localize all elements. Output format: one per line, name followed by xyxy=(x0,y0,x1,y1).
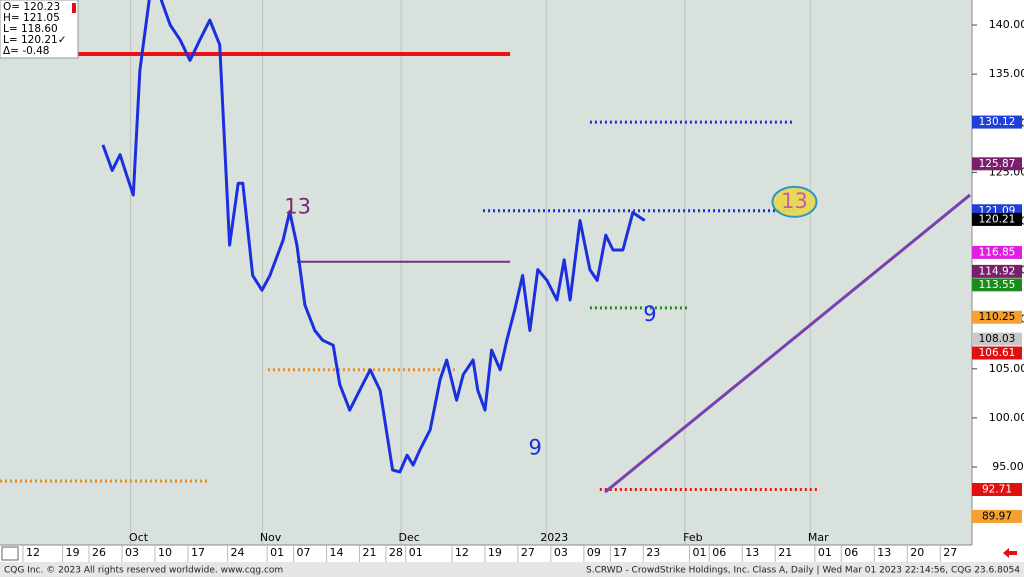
time-axis xyxy=(0,545,1024,562)
x-tick-label: 07 xyxy=(297,546,311,559)
x-tick-label: 17 xyxy=(613,546,627,559)
price-tag xyxy=(972,115,1022,129)
annotation: 9 xyxy=(643,302,656,326)
x-tick-label: 09 xyxy=(587,546,601,559)
x-tick-label: 01 xyxy=(409,546,423,559)
footer-right: S.CRWD - CrowdStrike Holdings, Inc. Clas… xyxy=(586,566,1020,576)
price-tag-label: 130.12 xyxy=(979,116,1016,128)
price-tag-label: 110.25 xyxy=(979,311,1016,323)
x-tick-label: 26 xyxy=(92,546,106,559)
price-tag xyxy=(972,157,1022,171)
price-line xyxy=(101,0,646,474)
month-label: Nov xyxy=(260,531,282,544)
highlight-ellipse xyxy=(771,185,818,218)
y-tick-label: 95.00 xyxy=(992,460,1024,473)
x-tick-label: 17 xyxy=(191,546,205,559)
price-tag xyxy=(972,346,1022,360)
header-line: O= 120.23 xyxy=(3,1,60,13)
price-tag xyxy=(972,332,1022,346)
footer-bar xyxy=(0,562,1024,577)
month-label: Oct xyxy=(129,531,149,544)
x-tick-label: 28 xyxy=(389,546,403,559)
annotation: 9 xyxy=(528,435,541,459)
price-tag-label: 125.87 xyxy=(979,158,1016,170)
x-tick-label: 01 xyxy=(692,546,706,559)
price-tag-label: 106.61 xyxy=(979,347,1016,359)
x-tick-label: 03 xyxy=(125,546,139,559)
price-tag xyxy=(972,310,1022,324)
price-tag xyxy=(972,509,1022,523)
price-tag-label: 120.21 xyxy=(979,213,1016,225)
price-tag xyxy=(972,483,1022,497)
x-tick-label: 13 xyxy=(745,546,759,559)
x-tick-label: 01 xyxy=(270,546,284,559)
trendline xyxy=(604,193,971,494)
header-marker xyxy=(72,3,76,13)
price-tag-label: 113.55 xyxy=(979,279,1016,291)
x-tick-label: 06 xyxy=(712,546,726,559)
x-tick-label: 19 xyxy=(488,546,502,559)
x-tick-label: 01 xyxy=(818,546,832,559)
header-line: L= 118.60 xyxy=(3,23,58,35)
month-label: 2023 xyxy=(540,531,568,544)
month-label: Feb xyxy=(683,531,702,544)
x-tick-label: 23 xyxy=(646,546,660,559)
x-tick-label: 12 xyxy=(455,546,469,559)
price-tag xyxy=(972,278,1022,292)
plot-area xyxy=(0,0,972,545)
price-tag-label: 108.03 xyxy=(979,333,1016,345)
y-tick-label: 135.00 xyxy=(989,67,1024,80)
x-tick-label: 06 xyxy=(844,546,858,559)
price-tag xyxy=(972,264,1022,278)
x-tick-label: 12 xyxy=(26,546,40,559)
scroll-arrow[interactable] xyxy=(1003,548,1017,558)
x-tick-label: 13 xyxy=(877,546,891,559)
header-line: L= 120.21✓ xyxy=(3,34,67,46)
x-tick-label: 27 xyxy=(521,546,535,559)
header-line: H= 121.05 xyxy=(3,12,60,24)
y-tick-label: 140.00 xyxy=(989,18,1024,31)
price-tag xyxy=(972,245,1022,259)
x-tick-label: 03 xyxy=(554,546,568,559)
x-tick-label: 27 xyxy=(943,546,957,559)
x-tick-label: 21 xyxy=(778,546,792,559)
annotation: 13 xyxy=(284,195,311,219)
footer-left: CQG Inc. © 2023 All rights reserved worl… xyxy=(4,566,283,576)
x-tick-label: 19 xyxy=(66,546,80,559)
y-tick-label: 105.00 xyxy=(989,362,1024,375)
x-tick-label: 14 xyxy=(330,546,344,559)
corner-box xyxy=(1,546,19,561)
plot: 13 9 9 13 xyxy=(0,0,971,545)
month-label: Dec xyxy=(398,531,419,544)
price-tag-label: 116.85 xyxy=(979,246,1016,258)
header-box xyxy=(0,0,79,59)
x-tick-label: 24 xyxy=(231,546,245,559)
header-line: Δ= -0.48 xyxy=(3,45,50,57)
x-tick-label: 20 xyxy=(910,546,924,559)
y-tick-label: 100.00 xyxy=(989,411,1024,424)
annotation: 13 xyxy=(781,189,808,213)
month-label: Mar xyxy=(808,531,829,544)
price-tag-label: 89.97 xyxy=(982,510,1012,522)
price-tag xyxy=(972,212,1022,226)
price-tag-label: 92.71 xyxy=(982,484,1012,496)
x-tick-label: 10 xyxy=(158,546,172,559)
price-tag-label: 114.92 xyxy=(979,265,1016,277)
x-tick-label: 21 xyxy=(363,546,377,559)
